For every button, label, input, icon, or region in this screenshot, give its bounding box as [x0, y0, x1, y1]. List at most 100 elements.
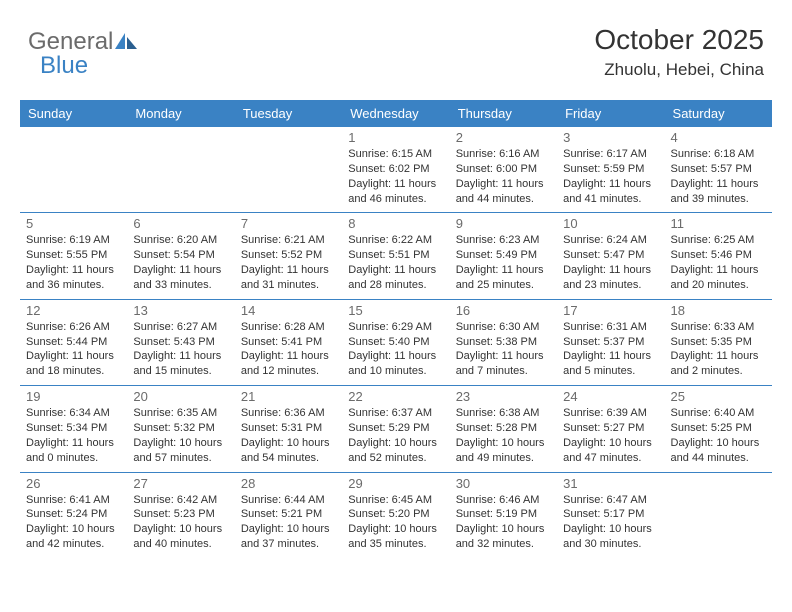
daylight-line: Daylight: 10 hours and 57 minutes.: [133, 436, 228, 466]
sunrise-line: Sunrise: 6:35 AM: [133, 406, 228, 421]
sunrise-line: Sunrise: 6:16 AM: [456, 147, 551, 162]
day-number: 3: [563, 130, 658, 145]
weekday-header-row: SundayMondayTuesdayWednesdayThursdayFrid…: [20, 100, 772, 127]
sunrise-line: Sunrise: 6:41 AM: [26, 493, 121, 508]
sunset-line: Sunset: 5:37 PM: [563, 335, 658, 350]
sunrise-line: Sunrise: 6:47 AM: [563, 493, 658, 508]
sunset-line: Sunset: 5:47 PM: [563, 248, 658, 263]
sunset-line: Sunset: 5:51 PM: [348, 248, 443, 263]
day-cell: 13Sunrise: 6:27 AMSunset: 5:43 PMDayligh…: [127, 300, 234, 385]
day-number: 21: [241, 389, 336, 404]
daylight-line: Daylight: 11 hours and 7 minutes.: [456, 349, 551, 379]
daylight-line: Daylight: 11 hours and 41 minutes.: [563, 177, 658, 207]
day-number: 11: [671, 216, 766, 231]
daylight-line: Daylight: 11 hours and 15 minutes.: [133, 349, 228, 379]
sunset-line: Sunset: 5:55 PM: [26, 248, 121, 263]
day-cell: 23Sunrise: 6:38 AMSunset: 5:28 PMDayligh…: [450, 386, 557, 471]
sunset-line: Sunset: 5:44 PM: [26, 335, 121, 350]
month-title: October 2025: [594, 24, 764, 56]
daylight-line: Daylight: 11 hours and 20 minutes.: [671, 263, 766, 293]
weeks-container: 1 Sunrise: 6:15 AMSunset: 6:02 PM Daylight…: [20, 127, 772, 558]
day-cell: 9Sunrise: 6:23 AMSunset: 5:49 PMDaylight…: [450, 213, 557, 298]
sunset-line: Sunset: 6:02 PM: [348, 162, 443, 177]
day-cell: 24 Sunrise: 6:39 AMSunset: 5:27 PMDayligh…: [557, 386, 664, 471]
weekday-header: Thursday: [450, 100, 557, 127]
calendar: SundayMondayTuesdayWednesdayThursdayFrid…: [20, 100, 772, 558]
day-number: 16: [456, 303, 551, 318]
sunrise-line: Sunrise: 6:23 AM: [456, 233, 551, 248]
day-cell: 27Sunrise: 6:42 AMSunset: 5:23 PMDayligh…: [127, 473, 234, 558]
sunrise-line: Sunrise: 6:36 AM: [241, 406, 336, 421]
week-row: 5 Sunrise: 6:19 AMSunset: 5:55 PM Daylight…: [20, 213, 772, 299]
header-right: October 2025 Zhuolu, Hebei, China: [594, 24, 764, 80]
day-cell-empty: [665, 473, 772, 558]
daylight-line: Daylight: 10 hours and 47 minutes.: [563, 436, 658, 466]
day-cell: 15Sunrise: 6:29 AMSunset: 5:40 PMDayligh…: [342, 300, 449, 385]
sunrise-line: Sunrise: 6:22 AM: [348, 233, 443, 248]
day-number: 29: [348, 476, 443, 491]
daylight-line: Daylight: 11 hours and 39 minutes.: [671, 177, 766, 207]
day-cell: 10Sunrise: 6:24 AMSunset: 5:47 PMDayligh…: [557, 213, 664, 298]
day-number: 26: [26, 476, 121, 491]
sunrise-line: Sunrise: 6:39 AM: [563, 406, 658, 421]
day-cell: 29Sunrise: 6:45 AMSunset: 5:20 PMDayligh…: [342, 473, 449, 558]
sunrise-line: Sunrise: 6:29 AM: [348, 320, 443, 335]
sunset-line: Sunset: 5:52 PM: [241, 248, 336, 263]
sunrise-line: Sunrise: 6:19 AM: [26, 233, 121, 248]
daylight-line: Daylight: 11 hours and 10 minutes.: [348, 349, 443, 379]
location: Zhuolu, Hebei, China: [594, 60, 764, 80]
day-number: 10: [563, 216, 658, 231]
daylight-line: Daylight: 11 hours and 44 minutes.: [456, 177, 551, 207]
daylight-line: Daylight: 11 hours and 28 minutes.: [348, 263, 443, 293]
sunrise-line: Sunrise: 6:31 AM: [563, 320, 658, 335]
sunset-line: Sunset: 5:29 PM: [348, 421, 443, 436]
day-cell: 28Sunrise: 6:44 AMSunset: 5:21 PMDayligh…: [235, 473, 342, 558]
sunrise-line: Sunrise: 6:37 AM: [348, 406, 443, 421]
day-cell: 1Sunrise: 6:15 AMSunset: 6:02 PMDaylight…: [342, 127, 449, 212]
day-number: 1: [348, 130, 443, 145]
day-number: 14: [241, 303, 336, 318]
sunset-line: Sunset: 5:43 PM: [133, 335, 228, 350]
day-number: 5: [26, 216, 121, 231]
sunset-line: Sunset: 5:38 PM: [456, 335, 551, 350]
day-number: 28: [241, 476, 336, 491]
daylight-line: Daylight: 11 hours and 0 minutes.: [26, 436, 121, 466]
daylight-line: Daylight: 10 hours and 44 minutes.: [671, 436, 766, 466]
daylight-line: Daylight: 10 hours and 52 minutes.: [348, 436, 443, 466]
day-cell: 25Sunrise: 6:40 AMSunset: 5:25 PMDayligh…: [665, 386, 772, 471]
daylight-line: Daylight: 10 hours and 54 minutes.: [241, 436, 336, 466]
sunrise-line: Sunrise: 6:17 AM: [563, 147, 658, 162]
day-number: 13: [133, 303, 228, 318]
daylight-line: Daylight: 10 hours and 37 minutes.: [241, 522, 336, 552]
sunrise-line: Sunrise: 6:15 AM: [348, 147, 443, 162]
week-row: 26Sunrise: 6:41 AMSunset: 5:24 PMDayligh…: [20, 473, 772, 558]
sunrise-line: Sunrise: 6:30 AM: [456, 320, 551, 335]
day-number: 30: [456, 476, 551, 491]
day-number: 24: [563, 389, 658, 404]
week-row: 19Sunrise: 6:34 AMSunset: 5:34 PMDayligh…: [20, 386, 772, 472]
daylight-line: Daylight: 11 hours and 31 minutes.: [241, 263, 336, 293]
day-cell: 30Sunrise: 6:46 AMSunset: 5:19 PMDayligh…: [450, 473, 557, 558]
sunrise-line: Sunrise: 6:34 AM: [26, 406, 121, 421]
weekday-header: Wednesday: [342, 100, 449, 127]
daylight-line: Daylight: 10 hours and 42 minutes.: [26, 522, 121, 552]
daylight-line: Daylight: 10 hours and 49 minutes.: [456, 436, 551, 466]
day-cell: 8 Sunrise: 6:22 AMSunset: 5:51 PMDaylight…: [342, 213, 449, 298]
day-number: 6: [133, 216, 228, 231]
day-number: 4: [671, 130, 766, 145]
sunrise-line: Sunrise: 6:46 AM: [456, 493, 551, 508]
sunset-line: Sunset: 5:28 PM: [456, 421, 551, 436]
day-number: 20: [133, 389, 228, 404]
sunset-line: Sunset: 5:27 PM: [563, 421, 658, 436]
sunset-line: Sunset: 5:35 PM: [671, 335, 766, 350]
sunrise-line: Sunrise: 6:40 AM: [671, 406, 766, 421]
day-cell-empty: [20, 127, 127, 212]
sunrise-line: Sunrise: 6:24 AM: [563, 233, 658, 248]
day-number: 27: [133, 476, 228, 491]
day-cell: 19Sunrise: 6:34 AMSunset: 5:34 PMDayligh…: [20, 386, 127, 471]
sunset-line: Sunset: 5:17 PM: [563, 507, 658, 522]
logo-text-2: Blue: [40, 52, 88, 79]
day-number: 8: [348, 216, 443, 231]
day-number: 25: [671, 389, 766, 404]
day-number: 19: [26, 389, 121, 404]
